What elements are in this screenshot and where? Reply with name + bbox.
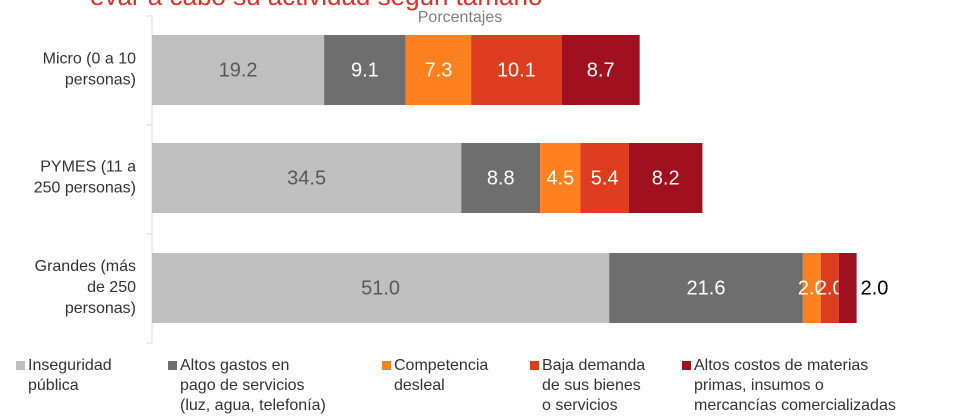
bar-segment [820,253,839,323]
bar-segment [802,253,821,323]
legend-swatch [16,361,25,370]
data-label: 19.2 [219,59,258,81]
bar-segment [580,143,629,213]
data-label: 5.4 [591,167,619,189]
chart-title: evar a cabo su actividad según tamaño [90,0,542,11]
legend-swatch [530,361,539,370]
chart-subtitle: Porcentajes [418,9,503,26]
legend-label: Inseguridad [28,357,112,374]
data-label: 2.0 [861,277,889,299]
y-tick-label: personas) [65,72,136,89]
data-label: 2.0 [798,277,826,299]
data-label: 4.5 [546,167,574,189]
data-label: 9.1 [351,59,379,81]
legend-swatch [382,361,391,370]
data-label: 21.6 [687,277,726,299]
bar-segment [471,35,562,105]
legend-label: pago de servicios [180,377,305,394]
legend-label: Baja demanda [542,357,645,374]
legend-label: desleal [394,377,445,394]
y-tick-label: Micro (0 a 10 [43,51,136,68]
data-label: 2.0 [816,277,844,299]
data-label: 8.8 [487,167,515,189]
legend-label: de sus bienes [542,377,641,394]
legend-label: Altos gastos en [180,357,289,374]
data-label: 7.3 [425,59,453,81]
bar-segment [838,253,857,323]
bar-segment [324,35,406,105]
bar-segment [561,35,640,105]
legend-label: Altos costos de materias [694,357,868,374]
bar-segment [461,143,541,213]
y-tick-label: de 250 [87,279,136,296]
y-tick-label: Grandes (más [35,258,136,275]
legend-label: pública [28,377,79,394]
data-label: 51.0 [361,277,400,299]
data-label: 10.1 [497,59,536,81]
y-tick-label: 250 personas) [34,180,136,197]
y-tick-label: PYMES (11 a [40,159,136,176]
legend-swatch [168,361,177,370]
bar-segment [152,253,610,323]
legend-label: (luz, agua, telefonía) [180,397,326,414]
bar-segment [628,143,703,213]
bar-segment [609,253,803,323]
bar-segment [152,143,462,213]
legend-label: o servicios [542,397,618,414]
legend-label: primas, insumos o [694,377,824,394]
legend-label: mercancías comercializadas [694,397,896,414]
legend-swatch [682,361,691,370]
data-label: 8.7 [587,59,615,81]
bar-segment [152,35,325,105]
bar-segment [405,35,472,105]
bar-segment [540,143,581,213]
data-label: 34.5 [287,167,326,189]
data-label: 8.2 [652,167,680,189]
legend-label: Competencia [394,357,488,374]
y-tick-label: personas) [65,300,136,317]
